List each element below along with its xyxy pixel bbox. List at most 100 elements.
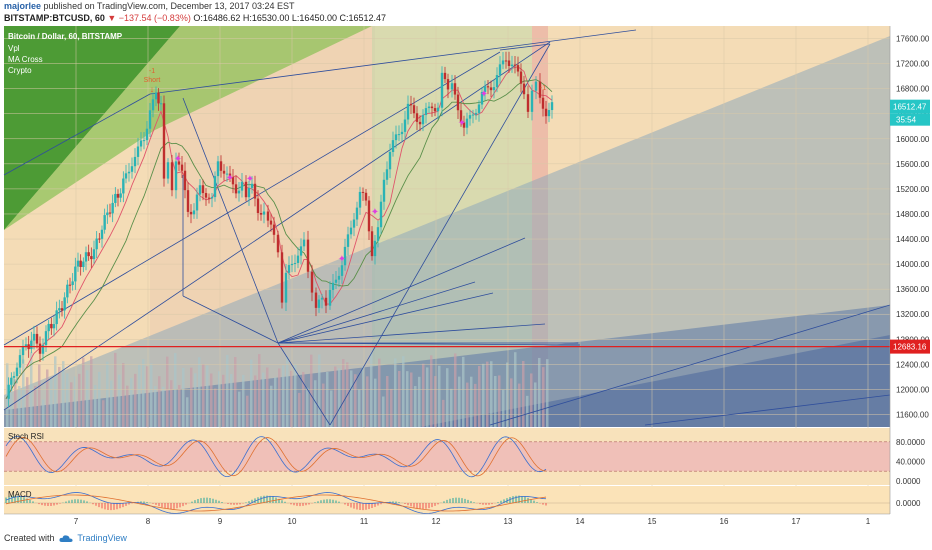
time-axis-background [0, 514, 932, 527]
candle-body [394, 134, 398, 141]
volume-bar [494, 375, 497, 427]
ma-fast-line [5, 66, 553, 400]
candle-body [222, 170, 226, 174]
candle-body [130, 166, 134, 172]
stoch-tick-label: 40.0000 [896, 457, 925, 466]
candle-body [84, 252, 88, 262]
fan-line [277, 281, 476, 344]
volume-bar [546, 359, 549, 427]
stoch-tick-label: 0.0000 [896, 477, 921, 486]
candle-body [76, 260, 80, 267]
candle-body [24, 344, 28, 347]
volume-bar [474, 383, 477, 427]
candle-body [10, 377, 13, 385]
candle-body [145, 128, 149, 141]
volume-bar [62, 361, 65, 427]
symbol-header: BITSTAMP:BTCUSD, 60 ▼ −137.54 (−0.83%) O… [4, 13, 386, 24]
candle-body [79, 260, 82, 268]
volume-bar [78, 373, 81, 427]
candle-body [15, 367, 19, 377]
y-tick-label: 11600.00 [896, 410, 929, 419]
volume-bar [190, 367, 193, 427]
volume-bar [126, 385, 129, 427]
volume-bar [22, 359, 25, 427]
candle-body [415, 113, 419, 122]
candle-body [320, 297, 324, 300]
volume-bar [426, 367, 429, 427]
volume-bar [406, 371, 409, 427]
x-tick-label: 10 [288, 517, 297, 526]
stoch-rsi-title: Stoch RSI [8, 432, 44, 441]
volume-bar [290, 370, 293, 427]
volume-bar [46, 369, 49, 427]
candle-body [349, 227, 353, 235]
volume-bar [118, 374, 121, 427]
legend-item: MA Cross [8, 55, 43, 64]
volume-bar [166, 356, 169, 427]
candle-body [201, 185, 205, 194]
dark-blue-fan-zone [4, 305, 890, 427]
fan-line [277, 292, 494, 344]
candle-body [489, 87, 493, 91]
volume-bar [330, 390, 333, 427]
candle-body [483, 86, 487, 92]
author-link[interactable]: majorlee [4, 1, 42, 11]
volume-bar [490, 361, 493, 427]
candle-body [538, 81, 542, 98]
volume-bar [194, 373, 197, 427]
volume-bar [410, 372, 413, 427]
candle-body [302, 239, 306, 247]
candle-body [477, 104, 481, 113]
ma-slow-line [5, 79, 553, 400]
volume-bar [482, 363, 485, 427]
blue-fan-zone [4, 36, 890, 427]
lower-channel-line [489, 304, 891, 426]
volume-bar [222, 374, 225, 427]
candle-body [284, 272, 288, 303]
volume-bar [386, 376, 389, 427]
candle-body [471, 114, 475, 116]
ma-cross-marker: ✦ [226, 173, 234, 184]
volume-bar [42, 399, 45, 427]
volume-bar [466, 382, 469, 427]
candle-body [207, 197, 211, 199]
candle-body [7, 384, 10, 399]
volume-bar [342, 359, 345, 427]
symbol-name[interactable]: BITSTAMP:BTCUSD, 60 [4, 13, 105, 23]
fan-line [277, 237, 526, 344]
volume-bar [318, 354, 321, 427]
volume-bar [534, 382, 537, 427]
candle-body [370, 231, 374, 257]
volume-bar [178, 384, 181, 427]
candle-body [71, 281, 74, 285]
macd-title: MACD [8, 490, 32, 499]
candle-body [198, 185, 202, 195]
volume-bar [110, 380, 113, 427]
volume-bar [254, 375, 257, 427]
candle-body [154, 92, 158, 100]
candle-body [244, 181, 248, 198]
tradingview-brand-link[interactable]: TradingView [77, 533, 127, 543]
candle-body [90, 256, 93, 260]
volume-bar [182, 367, 185, 427]
volume-bar [434, 376, 437, 427]
volume-bar [506, 362, 509, 427]
volume-bar [206, 365, 209, 427]
volume-bar [430, 355, 433, 427]
candle-body [379, 201, 383, 228]
candle-body [453, 83, 457, 95]
candle-body [498, 64, 502, 76]
candle-body [317, 299, 321, 308]
y-tick-label: 15600.00 [896, 160, 930, 169]
ohlc-values: O:16486.62 H:16530.00 L:16450.00 C:16512… [193, 13, 387, 23]
candles [7, 51, 554, 407]
candle-body [213, 176, 217, 198]
volume-bar [294, 364, 297, 427]
candle-body [189, 211, 193, 215]
volume-bar [50, 379, 53, 427]
candle-body [50, 323, 53, 329]
volume-bar [402, 356, 405, 427]
candle-body [526, 94, 530, 112]
volume-bar [106, 361, 109, 427]
